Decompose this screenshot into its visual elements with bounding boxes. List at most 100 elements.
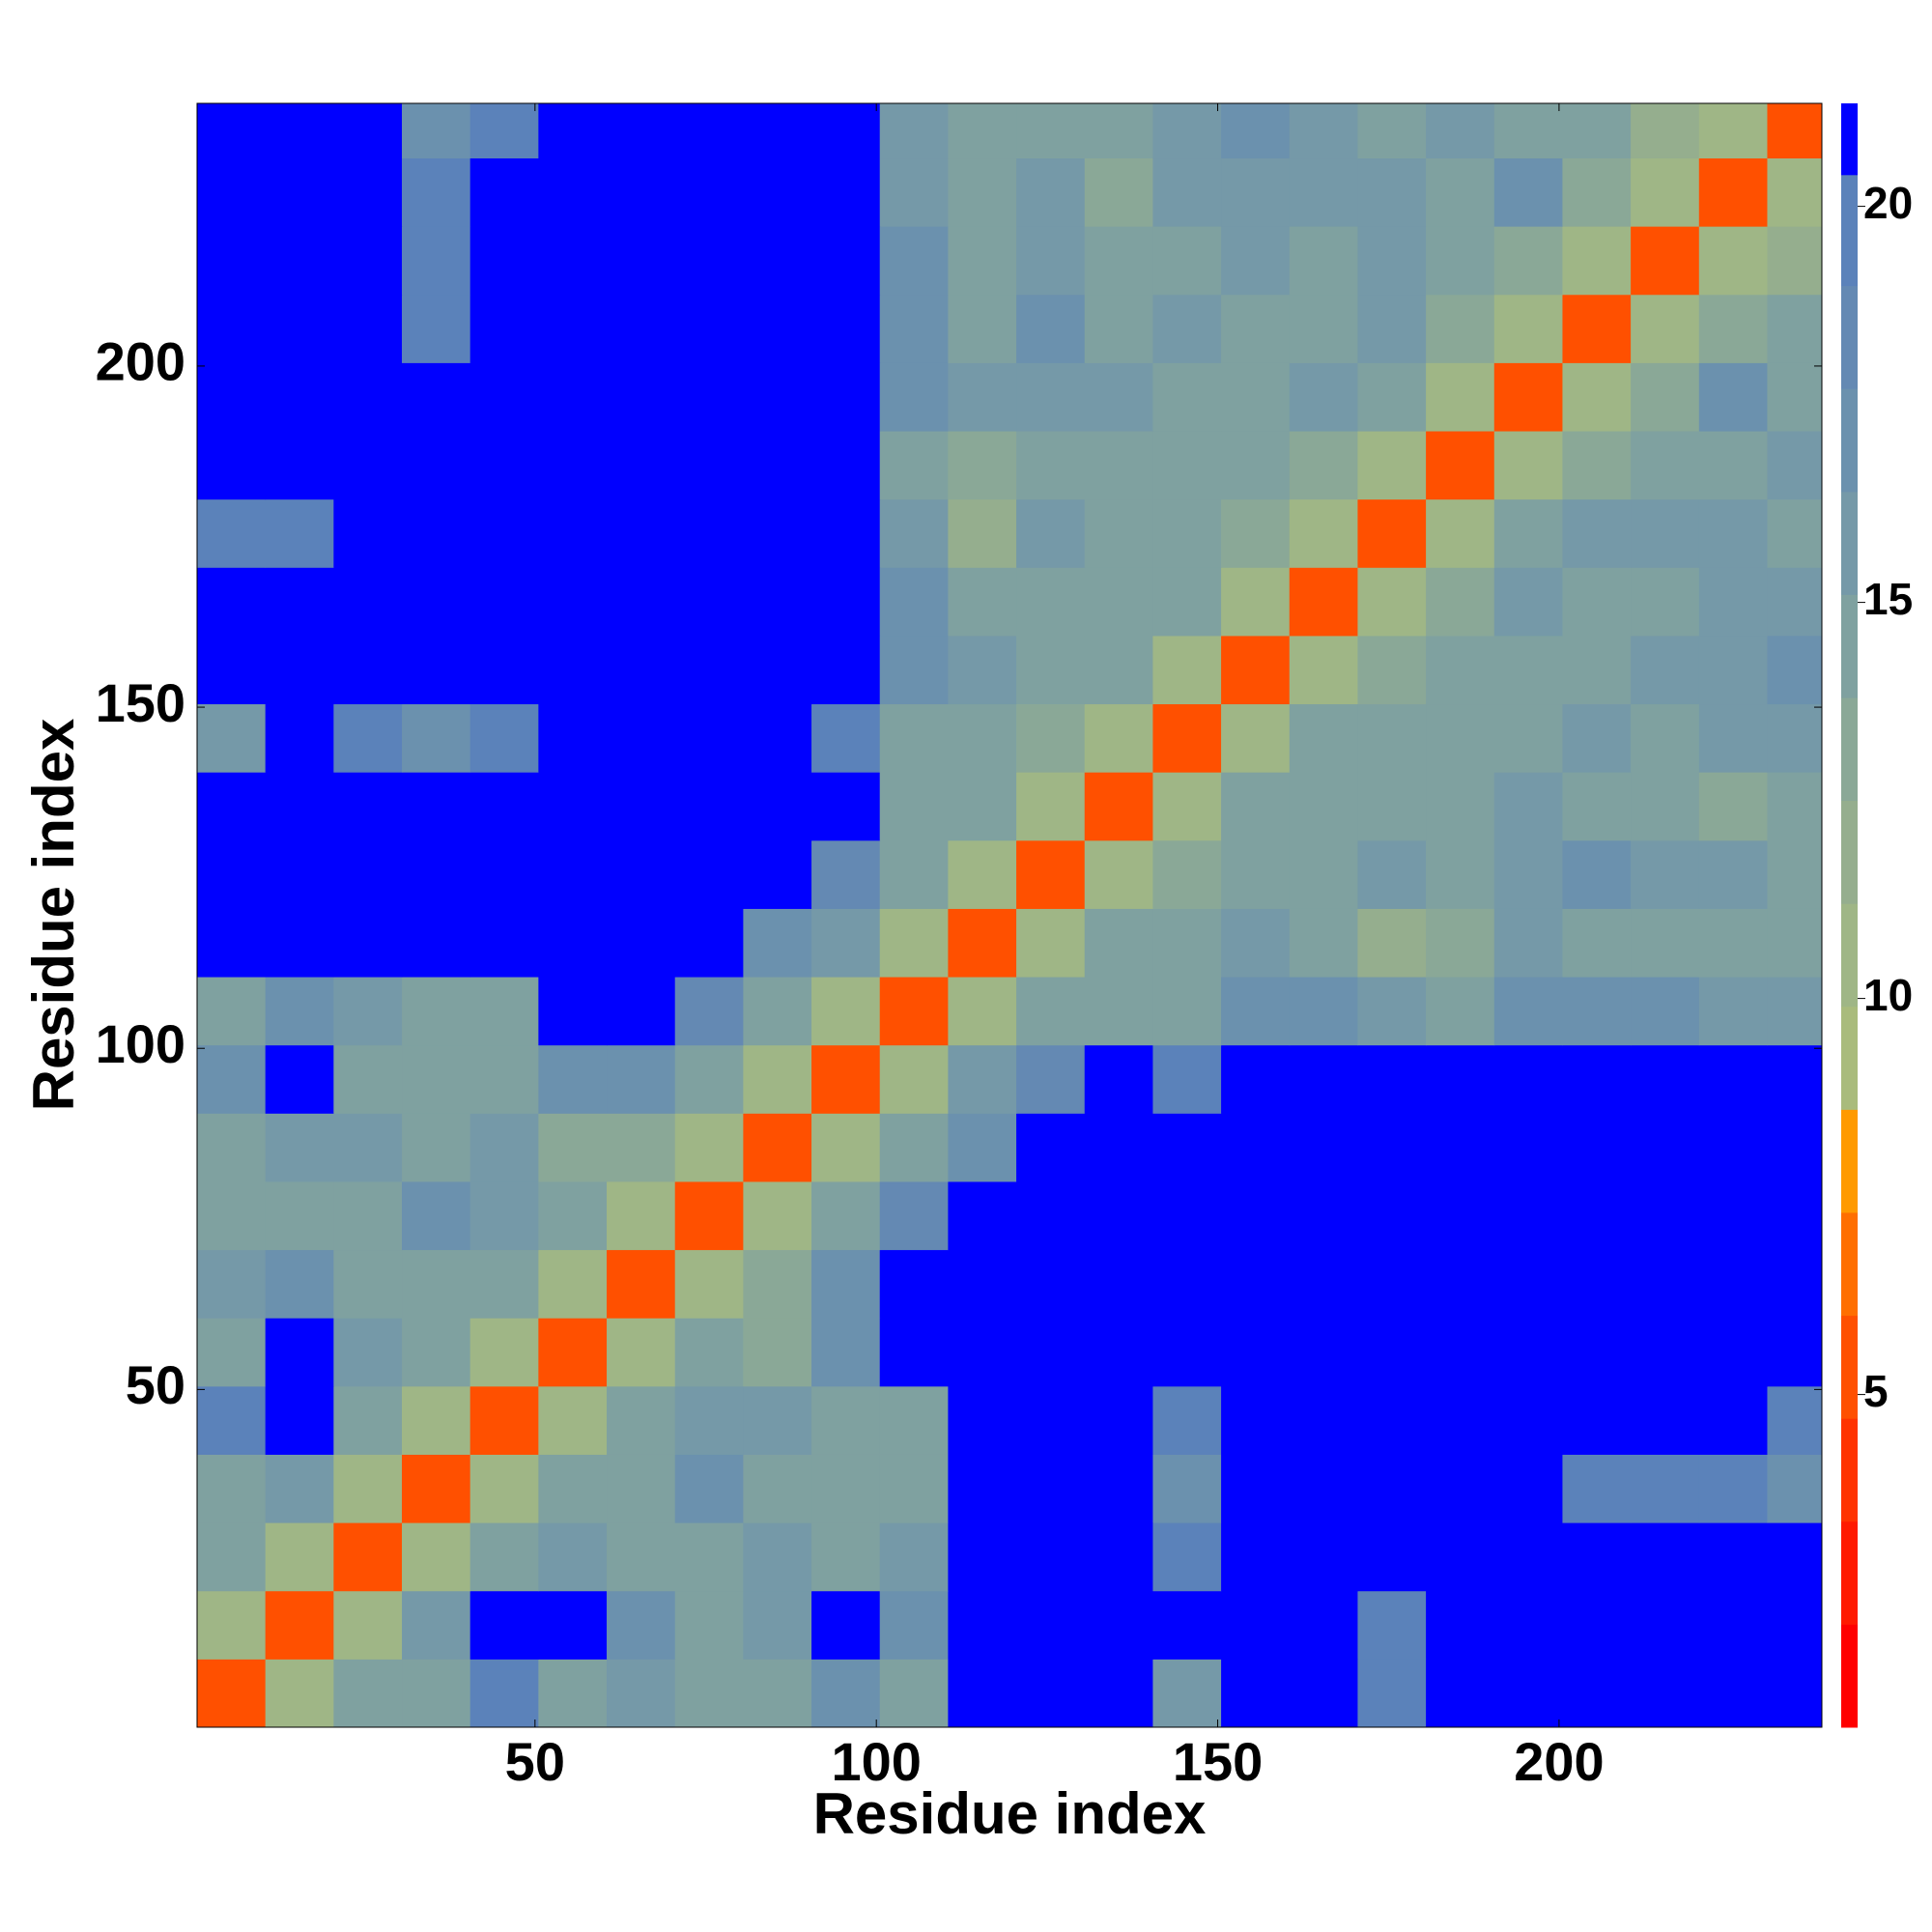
heatmap-cell [1493, 1113, 1563, 1182]
heatmap-cell [1631, 567, 1700, 637]
heatmap-cell [948, 1249, 1017, 1319]
heatmap-cell [1767, 1113, 1823, 1182]
heatmap-cell [1289, 567, 1358, 637]
heatmap-cell [674, 1113, 744, 1182]
heatmap-cell [1631, 294, 1700, 363]
heatmap-cell [1767, 1044, 1823, 1114]
heatmap-cell [197, 977, 267, 1046]
heatmap-cell [811, 635, 881, 705]
heatmap-cell [538, 839, 608, 909]
heatmap-cell [538, 703, 608, 773]
heatmap-cell [1698, 1249, 1768, 1319]
heatmap-cell [1357, 431, 1427, 500]
heatmap-cell [1357, 294, 1427, 363]
colorbar-band [1841, 1418, 1858, 1522]
heatmap-cell [1221, 1385, 1291, 1455]
heatmap-cell [197, 839, 267, 909]
heatmap-cell [197, 294, 267, 363]
heatmap-cell [1289, 1522, 1358, 1592]
heatmap-cell [1631, 1454, 1700, 1523]
heatmap-cell [1631, 772, 1700, 841]
heatmap-cell [743, 908, 812, 978]
heatmap-cell [607, 1180, 676, 1251]
y-tick-label: 50 [126, 1354, 185, 1415]
heatmap-cell [743, 103, 812, 159]
heatmap-cell [333, 498, 403, 568]
heatmap-cell [743, 1659, 812, 1728]
heatmap-cell [1084, 1522, 1153, 1592]
heatmap-cell [538, 1249, 608, 1319]
heatmap-cell [811, 1180, 881, 1251]
heatmap-cell [1562, 703, 1632, 773]
heatmap-cell [1767, 1659, 1823, 1728]
heatmap-cell [1767, 1522, 1823, 1592]
heatmap-cell [538, 226, 608, 296]
heatmap-cell [265, 1385, 334, 1455]
heatmap-cell [1152, 1180, 1222, 1251]
heatmap-cell [1562, 977, 1632, 1046]
heatmap-cell [1698, 157, 1768, 227]
heatmap-cell [1698, 294, 1768, 363]
heatmap-cell [197, 362, 267, 432]
heatmap-cell [538, 498, 608, 568]
heatmap-cell [879, 1318, 949, 1387]
heatmap-cell [1289, 977, 1358, 1046]
heatmap-cell [333, 772, 403, 841]
heatmap-cell [1767, 431, 1823, 500]
heatmap-cell [1767, 1454, 1823, 1523]
heatmap-cell [538, 294, 608, 363]
heatmap-cell [1357, 1454, 1427, 1523]
heatmap-cell [948, 1385, 1017, 1455]
heatmap-cell [1562, 1659, 1632, 1728]
heatmap-cell [1016, 1590, 1086, 1660]
heatmap-cell [265, 1659, 334, 1728]
heatmap-cell [948, 772, 1017, 841]
heatmap-cell [743, 431, 812, 500]
heatmap-cell [674, 839, 744, 909]
heatmap-cell [538, 977, 608, 1046]
heatmap-cell [1426, 839, 1495, 909]
heatmap-cell [1426, 1044, 1495, 1114]
heatmap-cell [1493, 1044, 1563, 1114]
heatmap-cell [1357, 1385, 1427, 1455]
heatmap-cell [879, 1044, 949, 1114]
heatmap-cell [1289, 362, 1358, 432]
heatmap-cell [1767, 157, 1823, 227]
heatmap-cell [1016, 977, 1086, 1046]
heatmap-cell [1493, 703, 1563, 773]
heatmap-cell [743, 1044, 812, 1114]
heatmap-cell [469, 1522, 539, 1592]
heatmap-cell [1016, 1659, 1086, 1728]
heatmap-cell [811, 294, 881, 363]
heatmap-cell [879, 1249, 949, 1319]
heatmap-cell [811, 226, 881, 296]
heatmap-cell [1357, 157, 1427, 227]
heatmap-cell [1152, 226, 1222, 296]
heatmap-cell [1493, 1180, 1563, 1251]
heatmap-cell [197, 703, 267, 773]
heatmap-cell [1357, 1659, 1427, 1728]
heatmap-cell [402, 1590, 471, 1660]
heatmap-cell [1289, 1590, 1358, 1660]
heatmap-cell [948, 1659, 1017, 1728]
heatmap-cell [469, 431, 539, 500]
heatmap-cell [1289, 103, 1358, 159]
heatmap-cell [1631, 1249, 1700, 1319]
heatmap-cell [333, 1385, 403, 1455]
heatmap-cell [1426, 1590, 1495, 1660]
heatmap-cell [1152, 1454, 1222, 1523]
heatmap-cell [607, 1522, 676, 1592]
heatmap-cell [265, 431, 334, 500]
heatmap-cell [1357, 772, 1427, 841]
heatmap-cell [674, 226, 744, 296]
heatmap-cell [743, 157, 812, 227]
heatmap-cell [811, 772, 881, 841]
heatmap-cell [538, 1590, 608, 1660]
heatmap-cell [948, 226, 1017, 296]
heatmap-cell [1631, 839, 1700, 909]
heatmap-cell [469, 1385, 539, 1455]
heatmap-cell [1221, 908, 1291, 978]
heatmap-cell [743, 1522, 812, 1592]
